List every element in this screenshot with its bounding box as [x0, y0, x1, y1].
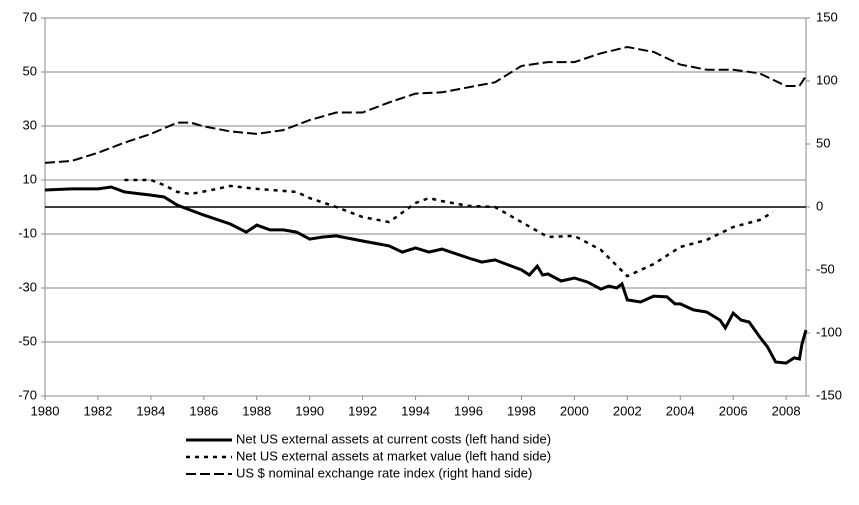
series-line	[124, 178, 774, 278]
y-tick-label: -50	[18, 333, 37, 348]
y-tick-label: -70	[18, 387, 37, 402]
x-tick-label: 2004	[666, 403, 695, 418]
x-tick-label: 2008	[772, 403, 801, 418]
y2-tick-label: 0	[816, 198, 823, 213]
y-tick-label: -10	[18, 225, 37, 240]
y-tick-label: 50	[23, 63, 37, 78]
y2-tick-label: -50	[816, 261, 835, 276]
x-tick-label: 1994	[401, 403, 430, 418]
x-tick-label: 2002	[613, 403, 642, 418]
x-tick-label: 1982	[83, 403, 112, 418]
y2-tick-label: 100	[816, 72, 838, 87]
y-tick-label: 10	[23, 171, 37, 186]
x-tick-label: 1990	[295, 403, 324, 418]
x-tick-label: 1996	[454, 403, 483, 418]
legend-label: US $ nominal exchange rate index (right …	[236, 465, 532, 480]
x-tick-label: 1998	[507, 403, 536, 418]
series-line	[44, 185, 808, 365]
y2-tick-label: -100	[816, 324, 842, 339]
x-tick-label: 2000	[560, 403, 589, 418]
x-tick-label: 1980	[31, 403, 60, 418]
x-tick-label: 1986	[189, 403, 218, 418]
x-tick-label: 1992	[348, 403, 377, 418]
series-line	[44, 45, 807, 164]
y2-tick-label: 50	[816, 135, 830, 150]
x-tick-label: 2006	[719, 403, 748, 418]
x-tick-label: 1988	[242, 403, 271, 418]
y-tick-label: 30	[23, 117, 37, 132]
y-tick-label: 70	[23, 9, 37, 24]
y-tick-label: -30	[18, 279, 37, 294]
y2-tick-label: 150	[816, 9, 838, 24]
x-tick-label: 1984	[136, 403, 165, 418]
legend-label: Net US external assets at current costs …	[236, 431, 551, 446]
legend-label: Net US external assets at market value (…	[236, 448, 551, 463]
y2-tick-label: -150	[816, 387, 842, 402]
